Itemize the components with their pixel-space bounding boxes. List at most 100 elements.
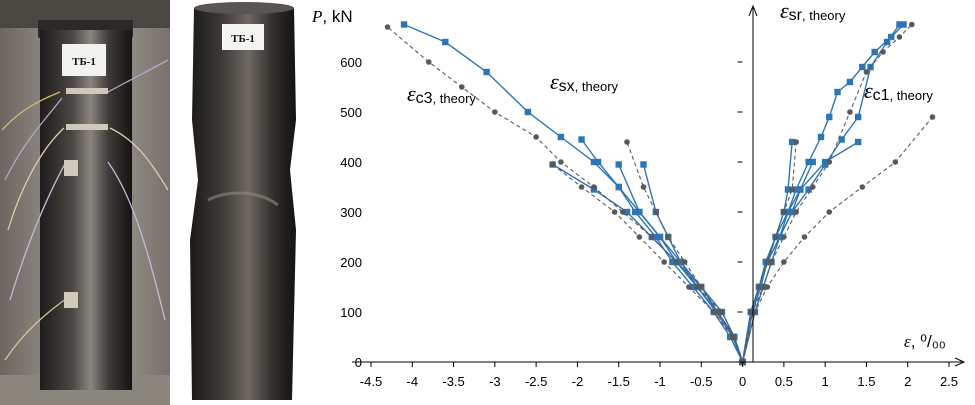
experiment-point [900, 21, 907, 28]
y-tick-label: 200 [340, 255, 362, 270]
theory-point [801, 234, 808, 240]
theory-point [665, 234, 672, 240]
theory-point [760, 284, 767, 290]
theory-series [384, 24, 746, 365]
annotation-c3-theory: εc3, theory [407, 81, 476, 107]
specimen-photo-tested: ТБ-1 [178, 0, 310, 405]
theory-point [384, 24, 391, 30]
x-ticks: -4.5 -4 -3.5 -3 -2.5 -2 -1.5 -1 -0.5 0 0.5 1 1.5 2 2.5 [360, 362, 958, 389]
experiment-point [793, 186, 800, 193]
theory-point [426, 59, 432, 65]
theory-point [648, 234, 655, 240]
specimen-photo-instrumented: ТБ-1 [0, 0, 170, 405]
y-axis-arrow [748, 4, 758, 17]
experiment-point [821, 158, 829, 166]
x-tick-label: -4 [407, 374, 419, 389]
experiment-point [854, 138, 862, 146]
theory-point [859, 184, 866, 190]
theory-point [624, 139, 630, 145]
annotation-sr-suffix: , theory [802, 8, 846, 23]
experiment-point [483, 68, 490, 76]
theory-point [686, 284, 692, 290]
experiment-point [524, 108, 532, 116]
series-layer [384, 21, 936, 366]
y-ticks: 0 100 200 300 400 500 600 [340, 55, 743, 370]
theory-point [710, 309, 717, 315]
experiment-point [838, 136, 845, 143]
theory-series [739, 21, 915, 365]
x-tick-label: -0.5 [690, 374, 712, 389]
theory-point [636, 234, 643, 240]
experiment-point [590, 158, 598, 166]
theory-point [549, 161, 556, 168]
x-tick-label: -4.5 [360, 374, 382, 389]
specimen-label-left: ТБ-1 [72, 56, 96, 68]
theory-point [826, 159, 833, 165]
experiment-line [741, 141, 859, 363]
theory-point [826, 209, 833, 215]
experiment-line [403, 23, 744, 363]
theory-line [552, 164, 744, 363]
experiment-series [739, 21, 907, 366]
theory-point [896, 34, 903, 40]
theory-point [749, 309, 756, 315]
theory-point [653, 209, 659, 215]
y-axis-title: P, kN [312, 7, 353, 26]
annotation-sr-theory: εsr, theory [780, 0, 846, 24]
experiment-point [854, 113, 862, 121]
theory-point [694, 284, 700, 290]
x-tick-label: -2.5 [525, 374, 547, 389]
x-tick-label: 1.5 [857, 374, 875, 389]
theory-point [793, 209, 800, 215]
theory-point [764, 284, 771, 290]
experiment-series [640, 161, 746, 366]
experiment-point [859, 63, 866, 71]
theory-point [756, 284, 762, 290]
annotation-c1-symbol: ε [864, 78, 873, 103]
annotation-c1-theory: εc1, theory [864, 78, 933, 104]
theory-point [772, 234, 779, 240]
x-axis-symbol: ε [904, 332, 911, 351]
y-tick-label: 300 [340, 205, 362, 220]
annotation-c3-symbol: ε [407, 81, 416, 106]
strain-gauge-terminals [64, 88, 108, 308]
annotation-sx-suffix: , theory [575, 79, 619, 94]
experiment-point [797, 186, 804, 193]
theory-point [459, 84, 465, 90]
experiment-point [817, 133, 825, 141]
experiment-point [788, 208, 796, 216]
y-axis-unit: , kN [322, 7, 352, 26]
experiment-point [776, 233, 783, 241]
theory-point [591, 184, 597, 190]
theory-series [624, 139, 746, 365]
annotation-c1-sub: c1 [873, 87, 890, 104]
experiment-point [888, 33, 895, 41]
theory-point [880, 49, 886, 55]
theory-point [909, 21, 915, 28]
annotation-c3-sub: c3 [416, 90, 433, 107]
theory-line [626, 141, 744, 363]
experiment-point [784, 208, 792, 216]
theory-line [742, 24, 913, 363]
experiment-point [788, 138, 796, 146]
theory-point [698, 284, 705, 290]
theory-point [781, 209, 787, 215]
experiment-line [552, 163, 744, 363]
y-tick-label: 0 [355, 355, 362, 370]
theory-point [768, 259, 775, 265]
x-tick-label: -3.5 [442, 374, 464, 389]
experiment-series [549, 161, 746, 366]
experiment-line [741, 24, 901, 363]
x-tick-label: -3 [489, 374, 501, 389]
experiment-point [834, 88, 841, 96]
strain-gauge-wires [1, 59, 169, 361]
theory-point [620, 209, 626, 215]
theory-point [640, 184, 647, 190]
theory-series [549, 161, 746, 365]
y-tick-label: 600 [340, 55, 362, 70]
experiment-point [632, 208, 639, 216]
annotation-sr-symbol: ε [780, 0, 789, 23]
experiment-point [652, 233, 660, 241]
experiment-point [805, 158, 812, 166]
theory-series [739, 114, 936, 365]
